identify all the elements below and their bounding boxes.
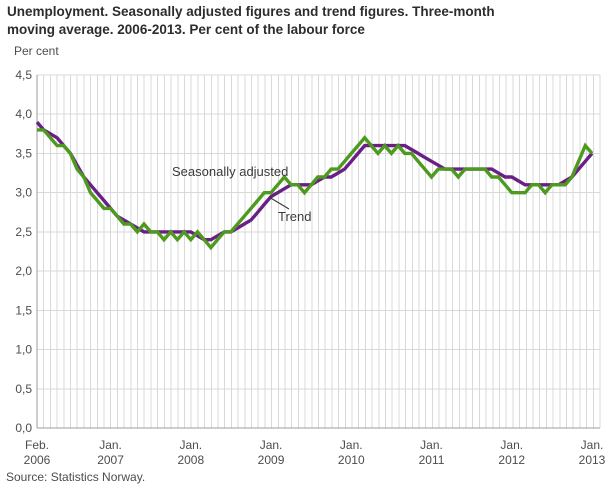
x-tick-label-year: 2012 [498,453,525,467]
y-tick-label: 3,0 [15,186,32,200]
page-title-line1: Unemployment. Seasonally adjusted figure… [7,4,495,19]
x-tick-label-year: 2008 [177,453,204,467]
y-tick-label: 2,5 [15,225,32,239]
x-tick-label-year: 2010 [338,453,365,467]
y-tick-label: 0,5 [15,382,32,396]
x-tick-label-month: Jan. [420,438,443,452]
y-axis-label: Per cent [14,44,59,58]
y-tick-label: 2,0 [15,264,32,278]
x-tick-label-month: Jan. [99,438,122,452]
x-tick-label-month: Jan. [179,438,202,452]
page-title-line2: moving average. 2006-2013. Per cent of t… [7,22,365,37]
source-note: Source: Statistics Norway. [6,470,146,484]
page-title: Unemployment. Seasonally adjusted figure… [7,3,603,39]
unemployment-line-chart: 4,5 4,0 3,5 3,0 2,5 2,0 1,5 1,0 0,5 0,0 Feb.2006 Ja… [15,68,606,467]
x-tick-label-month: Jan. [581,438,604,452]
y-tick-label: 4,0 [15,107,32,121]
series-line-seasonally-adjusted [37,128,594,251]
x-tick-label-year: 2007 [97,453,124,467]
gridlines [36,74,601,429]
y-tick-label: 3,5 [15,146,32,160]
x-tick-label-month: Jan. [500,438,523,452]
y-tick-label: 4,5 [15,68,32,82]
x-tick-label-month: Feb. [25,438,49,452]
x-tick-label-year: 2011 [419,453,445,467]
annotation-leader-line [268,196,290,210]
y-tick-label: 0,0 [15,421,32,435]
annotation-seasonally-adjusted: Seasonally adjusted [172,164,288,179]
y-tick-label: 1,5 [15,303,32,317]
x-tick-label-month: Jan. [260,438,283,452]
x-tick-label-month: Jan. [340,438,363,452]
y-tick-label: 1,0 [15,343,32,357]
x-tick-label-year: 2009 [258,453,285,467]
annotation-trend: Trend [278,209,311,224]
x-tick-label-year: 2006 [24,453,51,467]
x-tick-label-year: 2013 [579,453,606,467]
